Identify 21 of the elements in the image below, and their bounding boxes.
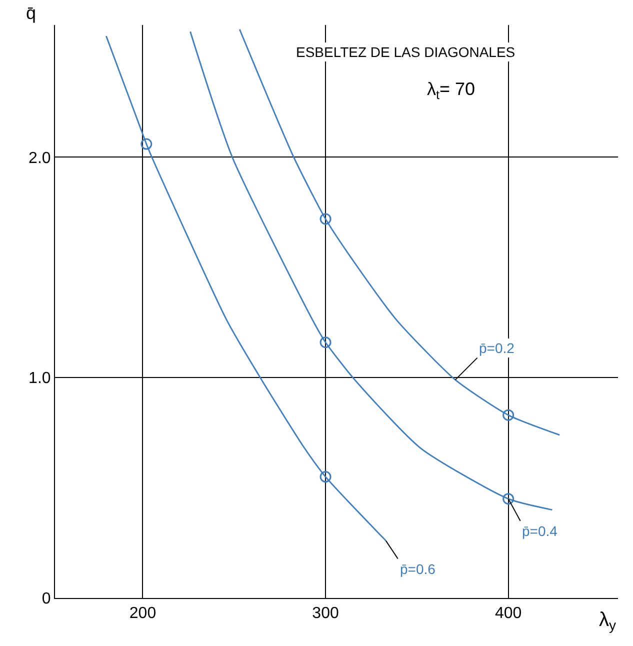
y-tick-label: 2.0 <box>28 150 51 167</box>
x-tick-label: 300 <box>312 605 339 622</box>
point <box>320 336 332 348</box>
x-axis-title: λ$_{y}$ <box>599 609 616 634</box>
y-axis-title: q̄ <box>26 3 36 23</box>
series-label: p̄=0.4 <box>522 523 558 539</box>
y-tick-label: 1.0 <box>28 370 51 388</box>
point <box>140 138 152 150</box>
point <box>502 409 514 421</box>
point <box>502 493 514 505</box>
y-tick-label: 0 <box>42 590 51 608</box>
x-tick-label: 200 <box>129 605 156 622</box>
text: p̄=0.2 <box>479 340 515 356</box>
line-series <box>190 30 553 511</box>
point <box>320 471 332 483</box>
x-tick-label: 400 <box>494 605 522 622</box>
text: ESBELTEZ DE LAS DIAGONALES <box>296 44 516 60</box>
series-label: p̄=0.6 <box>400 561 436 577</box>
line-series <box>238 28 560 436</box>
text: λ$_{t}$= 70 <box>427 79 476 102</box>
point <box>320 213 332 225</box>
